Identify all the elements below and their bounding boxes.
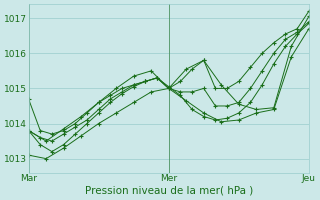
X-axis label: Pression niveau de la mer( hPa ): Pression niveau de la mer( hPa ) — [84, 186, 253, 196]
